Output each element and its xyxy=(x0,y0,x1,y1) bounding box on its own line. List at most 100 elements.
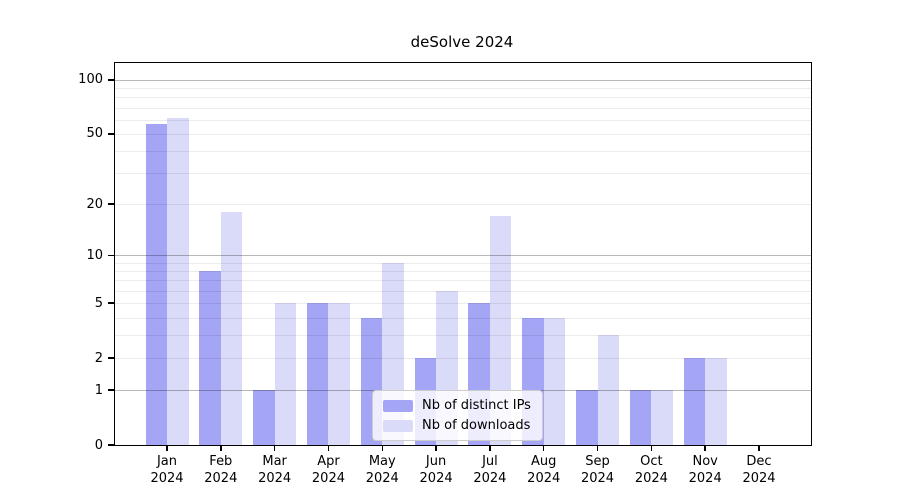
gridline-minor xyxy=(115,88,811,90)
x-tick-year: 2024 xyxy=(742,470,776,486)
bar-distinct-ips-sep xyxy=(576,390,598,445)
gridline-minor xyxy=(115,335,811,337)
x-axis-tick xyxy=(435,445,437,451)
y-tick-label: 5 xyxy=(94,295,103,311)
x-axis-tick xyxy=(327,445,330,451)
gridline-minor xyxy=(115,97,811,99)
y-axis-tick xyxy=(108,444,114,446)
x-axis-tick xyxy=(596,445,599,451)
gridline-minor xyxy=(115,151,811,153)
x-axis-tick xyxy=(704,445,706,451)
gridline-minor xyxy=(115,119,811,121)
x-tick-year: 2024 xyxy=(365,470,399,486)
gridline-minor xyxy=(115,271,811,273)
legend-item-downloads: Nb of downloads xyxy=(383,418,531,433)
gridline-minor xyxy=(115,280,811,282)
bar-distinct-ips-apr xyxy=(306,303,329,445)
y-axis-tick xyxy=(108,133,114,135)
x-tick-label: Aug 2024 xyxy=(512,454,576,487)
x-tick-year: 2024 xyxy=(258,470,292,486)
bar-downloads-feb xyxy=(220,212,243,445)
x-tick-label: Nov 2024 xyxy=(673,454,737,487)
x-tick-year: 2024 xyxy=(634,470,668,486)
y-axis-tick xyxy=(108,389,114,391)
y-tick-label: 50 xyxy=(86,126,103,142)
legend-item-distinct-ips: Nb of distinct IPs xyxy=(383,398,531,413)
bar-downloads-oct xyxy=(651,390,673,445)
x-axis-tick xyxy=(220,445,222,451)
x-tick-month: Nov xyxy=(692,454,718,469)
gridline-minor xyxy=(115,173,811,175)
bar-distinct-ips-nov xyxy=(683,358,706,445)
y-tick-label: 1 xyxy=(94,382,103,398)
x-tick-month: Jan xyxy=(156,454,178,469)
bar-distinct-ips-oct xyxy=(629,390,652,445)
bar-downloads-apr xyxy=(328,303,350,445)
x-tick-label: Sep 2024 xyxy=(566,454,630,487)
x-tick-year: 2024 xyxy=(419,470,453,486)
y-axis-tick xyxy=(108,302,114,304)
x-axis-tick xyxy=(542,445,545,451)
gridline-minor xyxy=(115,358,811,360)
x-axis-tick xyxy=(650,445,653,451)
x-axis-tick xyxy=(166,445,168,451)
gridline-minor xyxy=(115,291,811,293)
y-tick-label: 20 xyxy=(86,196,103,212)
legend-swatch-downloads xyxy=(383,419,413,432)
y-tick-label: 0 xyxy=(94,437,103,453)
y-tick-label: 2 xyxy=(94,350,103,366)
x-tick-year: 2024 xyxy=(473,470,507,486)
x-axis-tick xyxy=(489,445,491,451)
gridline-minor xyxy=(115,262,811,264)
x-tick-month: Aug xyxy=(531,454,557,469)
x-axis-tick xyxy=(273,445,276,451)
x-tick-month: Apr xyxy=(317,454,340,469)
x-tick-month: May xyxy=(368,454,396,469)
x-tick-month: Oct xyxy=(640,454,663,469)
legend-label-downloads: Nb of downloads xyxy=(422,418,531,433)
x-tick-year: 2024 xyxy=(311,470,345,486)
gridline-major xyxy=(115,255,811,257)
bar-downloads-jan xyxy=(167,118,189,445)
x-tick-label: Apr 2024 xyxy=(296,454,360,487)
bar-downloads-nov xyxy=(705,358,727,445)
y-axis-tick xyxy=(108,203,114,205)
x-axis-tick xyxy=(758,445,760,451)
plot-area: Nb of distinct IPs Nb of downloads 0 1 2 5 1… xyxy=(78,62,812,486)
gridline-major xyxy=(115,79,811,81)
bar-downloads-sep xyxy=(597,335,620,445)
bar-distinct-ips-jan xyxy=(145,123,167,445)
x-tick-month: Sep xyxy=(585,454,610,469)
gridline-minor xyxy=(115,317,811,319)
x-tick-year: 2024 xyxy=(580,470,615,486)
gridline-minor xyxy=(115,133,811,135)
legend-swatch-distinct-ips xyxy=(383,399,413,412)
gridline-minor xyxy=(115,303,811,305)
chart-title: deSolve 2024 xyxy=(410,33,514,51)
gridline-minor xyxy=(115,204,811,206)
bar-downloads-mar xyxy=(274,303,297,445)
y-axis-tick xyxy=(108,357,114,359)
x-tick-label: Jan 2024 xyxy=(135,454,199,487)
x-tick-label: Jul 2024 xyxy=(458,454,522,487)
x-tick-label: Mar 2024 xyxy=(243,454,307,487)
x-tick-month: Jun xyxy=(425,454,447,469)
x-tick-label: Jun 2024 xyxy=(404,454,468,487)
x-tick-month: Feb xyxy=(209,454,233,469)
bar-distinct-ips-mar xyxy=(253,390,275,445)
x-tick-month: Jul xyxy=(482,454,498,469)
x-tick-label: Oct 2024 xyxy=(619,454,683,487)
bar-downloads-aug xyxy=(543,317,566,445)
x-tick-year: 2024 xyxy=(150,470,184,486)
legend: Nb of distinct IPs Nb of downloads xyxy=(372,390,543,441)
x-tick-label: Dec 2024 xyxy=(727,454,791,487)
y-axis-tick xyxy=(108,79,114,81)
x-tick-year: 2024 xyxy=(204,470,238,486)
x-tick-year: 2024 xyxy=(688,470,722,486)
x-tick-label: Feb 2024 xyxy=(189,454,253,487)
x-tick-year: 2024 xyxy=(527,470,561,486)
bar-distinct-ips-feb xyxy=(199,271,221,445)
bar-downloads-jul xyxy=(489,216,512,445)
gridline-minor xyxy=(115,107,811,109)
